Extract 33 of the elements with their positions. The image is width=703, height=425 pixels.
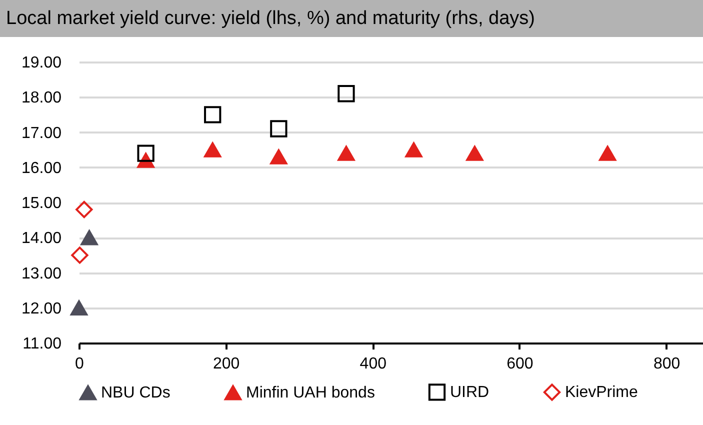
y-tick-label: 16.00	[21, 160, 62, 177]
legend-label: UIRD	[450, 384, 490, 402]
x-tick-label: 0	[75, 356, 84, 372]
y-tick-label: 13.00	[21, 265, 62, 282]
y-tick-label: 12.00	[21, 300, 62, 318]
chart-title: Local market yield curve: yield (lhs, %) and maturity (rhs, days)	[0, 0, 703, 37]
y-tick-label: 18.00	[21, 90, 62, 107]
y-tick-label: 14.00	[21, 230, 62, 248]
point	[80, 230, 98, 246]
point	[71, 246, 88, 264]
legend-label: KievPrime	[565, 384, 638, 402]
point	[270, 120, 288, 138]
point	[137, 144, 154, 162]
y-tick-label: 11.00	[22, 336, 62, 352]
point	[338, 85, 355, 102]
y-tick-label: 15.00	[21, 195, 62, 212]
x-tick-label: 600	[506, 356, 534, 372]
point	[598, 146, 616, 161]
x-tick-label: 800	[653, 356, 680, 372]
point	[76, 200, 93, 218]
legend-label: Minfin UAH bonds	[246, 384, 375, 402]
point	[338, 146, 355, 161]
y-tick-label: 17.00	[21, 124, 62, 142]
legend-label: NBU CDs	[101, 384, 170, 402]
point	[204, 142, 222, 158]
point	[70, 300, 88, 316]
point	[466, 146, 484, 161]
point	[204, 106, 222, 124]
x-tick-label: 400	[360, 356, 387, 372]
point	[270, 149, 288, 164]
y-tick-label: 19.00	[21, 54, 62, 72]
point	[405, 142, 422, 158]
x-tick-label: 200	[212, 356, 240, 372]
